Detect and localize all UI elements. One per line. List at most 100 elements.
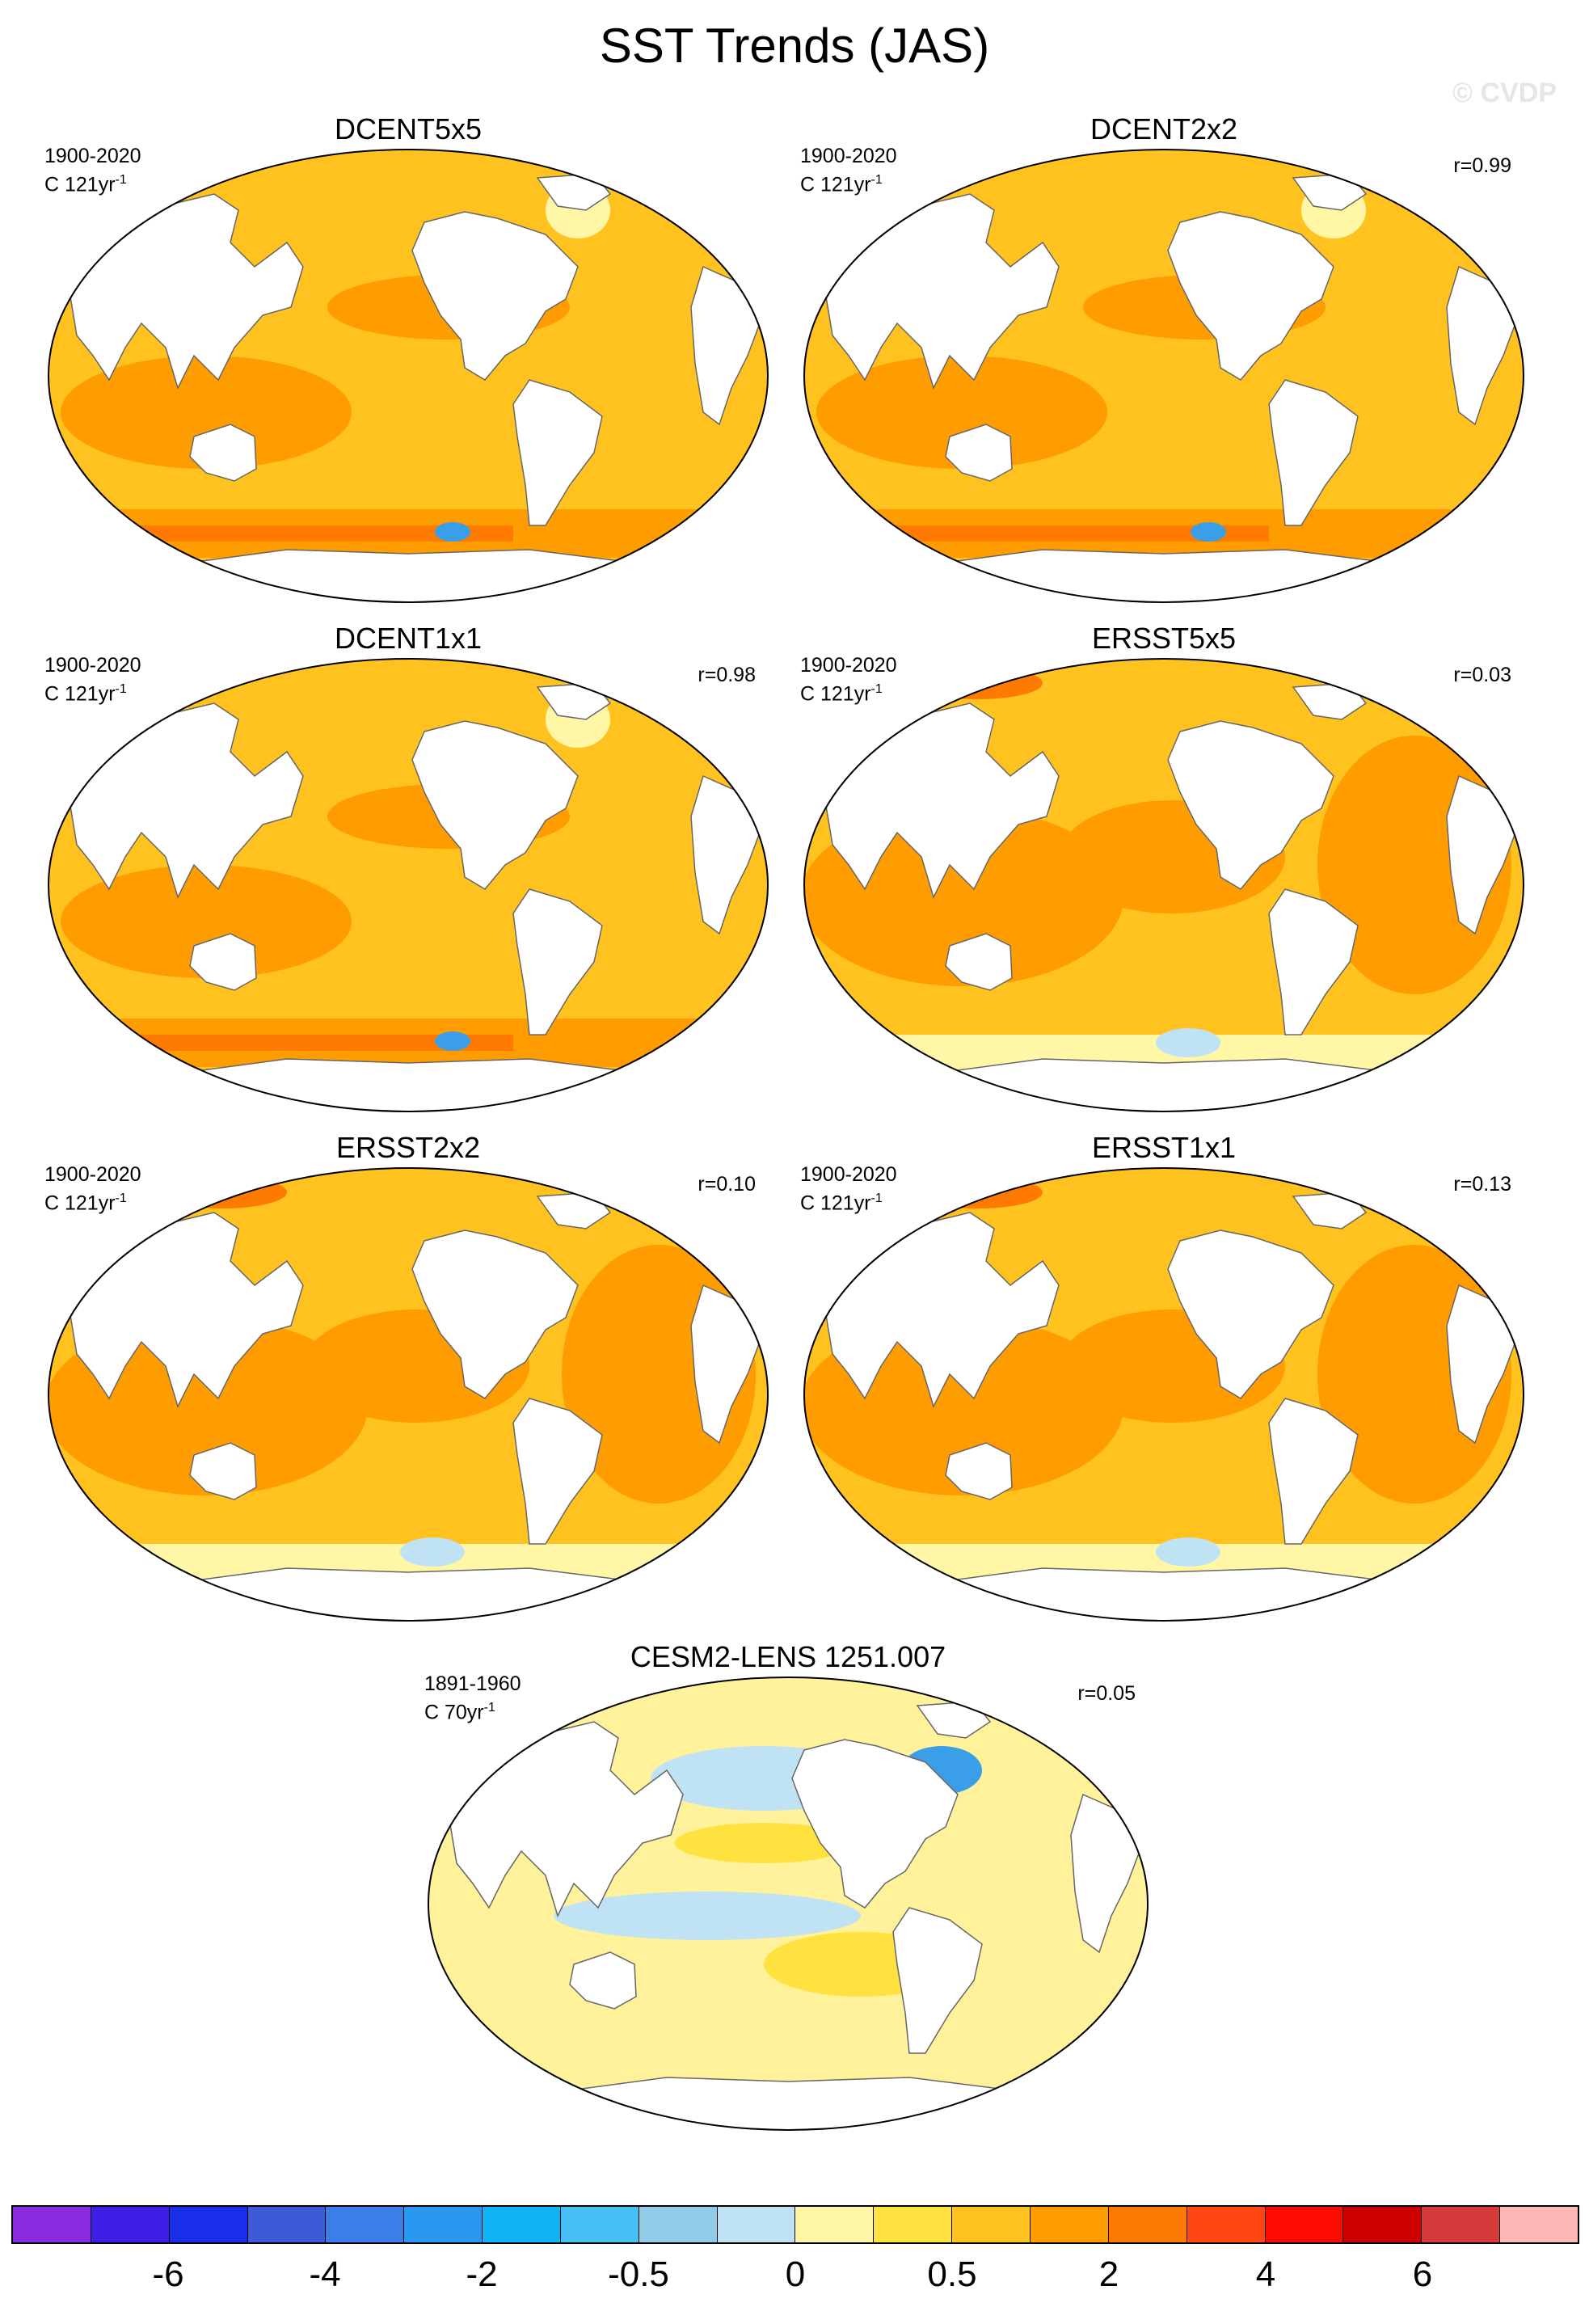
- panel-title: ERSST5x5: [1091, 622, 1237, 655]
- colorbar-tick-label: 0: [785, 2254, 806, 2294]
- panel-period: 1900-2020: [44, 145, 141, 167]
- panel-correlation: r=0.03: [1453, 664, 1511, 686]
- positive-anomaly-region: [675, 1823, 853, 1863]
- trend-region: [109, 525, 513, 542]
- colorbar-box: [717, 2207, 796, 2242]
- panel-period: 1900-2020: [800, 145, 897, 167]
- colorbar-box: [1108, 2207, 1187, 2242]
- negative-anomaly-region: [1156, 1537, 1220, 1567]
- land-mass: [824, 1212, 1060, 1409]
- land-mass: [1268, 379, 1359, 526]
- colorbar-box: [1186, 2207, 1266, 2242]
- trend-region: [816, 356, 1107, 469]
- sst-trend-map: [48, 658, 769, 1112]
- map-panel-dcent5x5: DCENT5x5 1900-2020 C 121yr-1: [44, 113, 772, 606]
- land-mass: [892, 1907, 983, 2054]
- land-mass: [1268, 1398, 1359, 1545]
- panel-title: DCENT1x1: [334, 622, 483, 655]
- colorbar-tick-label: 4: [1255, 2254, 1276, 2294]
- colorbar-box: [952, 2207, 1031, 2242]
- panel-units: C 121yr-1: [44, 682, 127, 706]
- panel-title: ERSST2x2: [335, 1131, 481, 1164]
- negative-anomaly-region: [435, 1031, 470, 1051]
- sst-trend-map: [803, 658, 1524, 1112]
- land-mass: [1167, 211, 1334, 381]
- land-mass: [569, 1951, 637, 2010]
- colorbar-box: [1500, 2207, 1578, 2242]
- panel-correlation: r=0.05: [1077, 1682, 1136, 1705]
- panel-correlation: r=0.98: [698, 664, 756, 686]
- panel-units: C 121yr-1: [800, 1192, 883, 1215]
- land-mass: [945, 1442, 1013, 1500]
- land-mass: [945, 933, 1013, 991]
- trend-region: [61, 865, 352, 978]
- colorbar-box: [483, 2207, 561, 2242]
- panel-units: C 121yr-1: [800, 682, 883, 706]
- trend-region: [61, 356, 352, 469]
- panel-title: CESM2-LENS 1251.007: [630, 1640, 946, 1673]
- trend-region: [158, 1176, 287, 1208]
- sst-trend-map: [48, 1167, 769, 1622]
- land-mass: [68, 1212, 304, 1409]
- cvdp-watermark: © CVDP: [1452, 78, 1557, 108]
- land-mass: [1167, 720, 1334, 890]
- land-mass: [512, 379, 603, 526]
- colorbar-box: [1030, 2207, 1109, 2242]
- colorbar-tick-label: -0.5: [608, 2254, 669, 2294]
- panel-period: 1900-2020: [44, 654, 141, 677]
- colorbar: [11, 2205, 1579, 2244]
- map-border: [48, 658, 769, 1112]
- colorbar-box: [91, 2207, 170, 2242]
- panel-period: 1900-2020: [800, 654, 897, 677]
- panel-period: 1900-2020: [44, 1163, 141, 1186]
- map-border: [48, 149, 769, 603]
- colorbar-tick-label: -2: [466, 2254, 498, 2294]
- map-border: [803, 658, 1524, 1112]
- panel-correlation: r=0.10: [698, 1173, 756, 1196]
- land-mass: [1268, 888, 1359, 1035]
- map-panel-dcent1x1: DCENT1x1 1900-2020 C 121yr-1 r=0.98: [44, 622, 772, 1116]
- land-mass: [1167, 1229, 1334, 1399]
- colorbar-box: [560, 2207, 639, 2242]
- land-mass: [448, 1721, 684, 1918]
- map-border: [803, 1167, 1524, 1622]
- panel-correlation: r=0.13: [1453, 1173, 1511, 1196]
- land-mass: [824, 702, 1060, 900]
- negative-anomaly-region: [554, 1892, 861, 1940]
- land-mass: [791, 1739, 959, 1909]
- land-mass: [411, 720, 579, 890]
- trend-region: [913, 667, 1043, 699]
- trend-region: [913, 1176, 1043, 1208]
- colorbar-tick-label: -6: [152, 2254, 184, 2294]
- land-mass: [68, 193, 304, 390]
- land-mass: [68, 702, 304, 900]
- colorbar-tick-label: -4: [309, 2254, 341, 2294]
- colorbar-box: [1422, 2207, 1501, 2242]
- panel-correlation: r=0.99: [1453, 154, 1511, 177]
- land-mass: [411, 1229, 579, 1399]
- sst-trend-map: [803, 149, 1524, 603]
- panel-period: 1900-2020: [800, 1163, 897, 1186]
- map-panel-ersst2x2: ERSST2x2 1900-2020 C 121yr-1 r=0.10: [44, 1132, 772, 1625]
- panel-units: C 121yr-1: [44, 173, 127, 196]
- negative-anomaly-region: [400, 1537, 465, 1567]
- colorbar-box: [874, 2207, 953, 2242]
- negative-anomaly-region: [1191, 522, 1226, 542]
- map-panel-dcent2x2: DCENT2x2 1900-2020 C 121yr-1 r=0.99: [800, 113, 1528, 606]
- map-border: [48, 1167, 769, 1622]
- land-mass: [189, 933, 257, 991]
- map-panel-ersst1x1: ERSST1x1 1900-2020 C 121yr-1 r=0.13: [800, 1132, 1528, 1625]
- map-panel-cesm2-lens: CESM2-LENS 1251.007 1891-1960 C 70yr-1 r…: [424, 1641, 1152, 2134]
- panel-title: DCENT2x2: [1090, 112, 1238, 146]
- colorbar-box: [247, 2207, 327, 2242]
- negative-anomaly-region: [1156, 1028, 1220, 1057]
- sst-trend-map: [48, 149, 769, 603]
- panel-units: C 121yr-1: [800, 173, 883, 196]
- colorbar-tick-label: 2: [1098, 2254, 1119, 2294]
- colorbar-tick-label: 0.5: [927, 2254, 977, 2294]
- colorbar-box: [795, 2207, 875, 2242]
- panel-units: C 121yr-1: [44, 1192, 127, 1215]
- land-mass: [512, 1398, 603, 1545]
- land-mass: [512, 888, 603, 1035]
- panel-period: 1891-1960: [424, 1672, 521, 1695]
